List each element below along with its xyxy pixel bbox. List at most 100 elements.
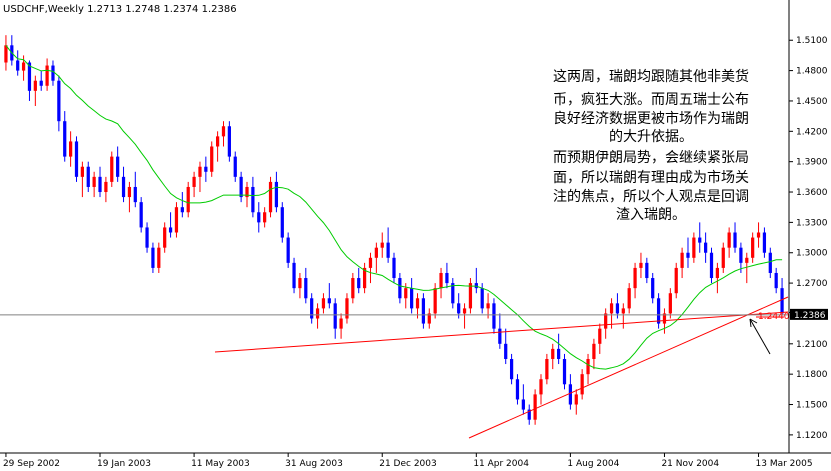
candle [39,70,43,91]
candle [609,298,614,329]
y-tick-label: 1.4200 [796,127,828,137]
candle [121,166,126,203]
candle [63,111,67,162]
x-tick-label: 19 Jan 2003 [97,459,151,469]
candle [392,252,396,284]
candle-body [133,186,137,203]
candle [16,50,20,76]
candle [709,247,714,284]
candle-body [80,166,84,177]
candle-body [509,358,514,380]
candle-body [21,62,26,71]
candle [4,35,8,71]
candle [239,171,243,203]
candle-body [427,313,431,324]
candle-body [645,262,649,279]
candle [368,252,373,284]
candle-body [362,267,367,289]
candle [321,293,326,314]
candle-body [586,358,590,375]
candle-body [245,186,249,198]
candle-body [768,252,772,273]
candle-body [504,343,508,359]
candle [509,353,514,385]
candle [233,151,237,182]
candle [333,298,337,339]
candle [168,212,173,238]
candle-body [686,252,690,258]
candle [304,267,308,304]
candle [515,374,520,405]
candle-body [86,166,90,187]
candle [421,293,426,329]
candle-body [480,288,484,309]
y-tick-label: 1.1500 [796,401,828,411]
x-tick-label: 31 Aug 2003 [285,459,343,469]
candle-body [215,136,220,147]
candle [157,242,161,273]
candle-body [562,358,567,385]
candle-body [545,358,549,380]
candle [327,283,331,309]
candle-body [27,62,32,91]
candle-body [368,257,373,268]
candle [592,338,596,370]
candle [57,75,61,132]
candle-body [57,80,61,122]
candle [263,207,267,228]
candle [492,298,496,334]
candle-body [198,166,202,177]
annotation-line-2: 币，疯狂大涨。而周五瑞士公布 [553,92,749,108]
candle-body [756,232,761,238]
candle-body [580,374,584,395]
candle-body [745,257,749,263]
candle-body [39,80,43,86]
candle [127,181,132,213]
candle [639,252,643,279]
candle-body [145,227,149,248]
annotation-line-1: 这两周，瑞朗均跟随其他非美货 [553,68,749,85]
candle [386,227,390,263]
candle-body [680,252,684,268]
candle [215,131,220,162]
candle [598,323,602,354]
price-marker-label: 1.2440 [758,312,790,322]
candle-body [16,60,20,71]
price-marker: 1.2440 [756,312,790,322]
candle-body [533,394,537,420]
trendline-rising[interactable] [468,296,789,439]
candle-body [633,267,637,289]
candle-body [721,247,725,268]
candle [645,257,649,284]
arrow-head-icon [749,318,758,328]
candle [398,272,402,304]
candle [116,146,120,182]
candle [498,313,502,349]
y-tick-label: 1.3300 [796,218,828,228]
candle-body [45,65,49,86]
candle-body [304,278,308,299]
trendline-support[interactable] [214,311,789,353]
candle-body [515,379,520,400]
candle [651,272,655,304]
candle [533,389,537,425]
candle [86,161,90,193]
arrow-annotation[interactable] [749,318,771,355]
candle-body [127,186,132,198]
y-tick-label: 1.4800 [796,67,828,77]
candle [715,262,720,294]
candle-body [257,212,261,223]
annotation-line-5: 而预期伊朗局势，会继续紧张局 [553,149,749,166]
candle-body [739,247,743,263]
x-tick-label: 29 Sep 2002 [3,459,60,469]
candle [457,293,461,319]
candle [668,288,672,319]
candle-body [551,348,555,359]
candle [468,278,473,314]
candle-body [410,288,414,309]
candle-body [668,293,672,314]
candle-body [174,207,179,233]
